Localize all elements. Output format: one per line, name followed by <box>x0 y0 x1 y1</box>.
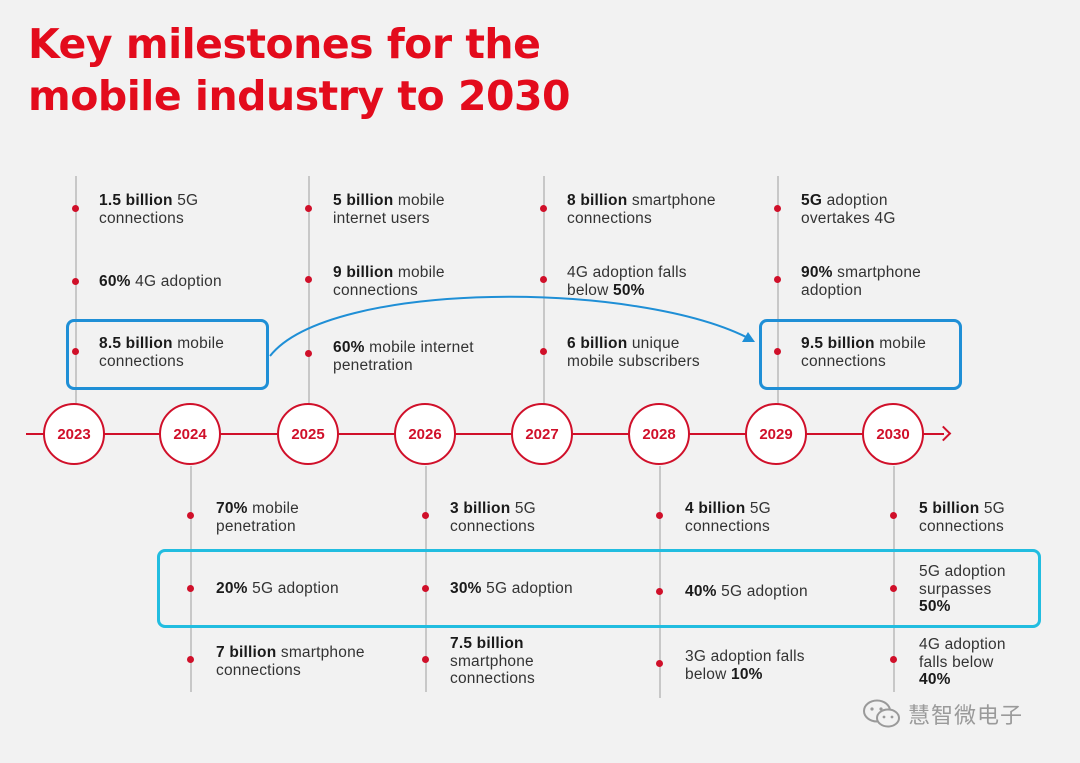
milestone-2029-2: 90% smartphone adoption <box>801 264 921 299</box>
milestone-2030-2: 5G adoption surpasses 50% <box>919 563 1006 615</box>
milestone-dot <box>540 348 547 355</box>
milestone-2024-2: 20% 5G adoption <box>216 580 339 597</box>
title-line-1: Key milestones for the <box>28 20 541 68</box>
year-2024: 2024 <box>159 403 221 465</box>
watermark: 慧智微电子 <box>862 698 1023 730</box>
connector-2028 <box>659 466 661 698</box>
milestone-dot <box>774 205 781 212</box>
milestone-dot <box>72 348 79 355</box>
milestone-2029-3: 9.5 billion mobile connections <box>801 335 927 370</box>
milestone-dot <box>422 656 429 663</box>
milestone-dot <box>540 276 547 283</box>
milestone-2029-1: 5G adoption overtakes 4G <box>801 192 896 227</box>
milestone-dot <box>305 350 312 357</box>
year-2029: 2029 <box>745 403 807 465</box>
page-title: Key milestones for the mobile industry t… <box>28 18 571 122</box>
connector-2023 <box>75 176 77 404</box>
milestone-dot <box>540 205 547 212</box>
milestone-dot <box>656 512 663 519</box>
milestone-2026-1: 3 billion 5G connections <box>450 500 536 535</box>
milestone-dot <box>890 512 897 519</box>
milestone-dot <box>187 512 194 519</box>
milestone-dot <box>774 348 781 355</box>
highlight-box-5g-adoption <box>157 549 1041 628</box>
milestone-2027-2: 4G adoption falls below 50% <box>567 264 687 299</box>
milestone-dot <box>305 276 312 283</box>
year-2023: 2023 <box>43 403 105 465</box>
milestone-2024-3: 7 billion smartphone connections <box>216 644 365 679</box>
milestone-2025-2: 9 billion mobile connections <box>333 264 445 299</box>
wechat-icon <box>863 699 900 728</box>
milestone-dot <box>656 660 663 667</box>
highlight-box-2023-connections <box>66 319 269 390</box>
milestone-dot <box>890 656 897 663</box>
milestone-dot <box>187 585 194 592</box>
milestone-2028-2: 40% 5G adoption <box>685 583 808 600</box>
watermark-text: 慧智微电子 <box>908 704 1024 729</box>
connector-2024 <box>190 466 192 692</box>
milestone-dot <box>305 205 312 212</box>
milestone-dot <box>422 585 429 592</box>
milestone-2024-1: 70% mobile penetration <box>216 500 299 535</box>
connector-2030 <box>893 466 895 692</box>
timeline-axis <box>26 433 944 435</box>
milestone-2027-1: 8 billion smartphone connections <box>567 192 716 227</box>
milestone-2025-1: 5 billion mobile internet users <box>333 192 445 227</box>
milestone-2028-3: 3G adoption falls below 10% <box>685 648 805 683</box>
milestone-dot <box>656 588 663 595</box>
milestone-dot <box>72 205 79 212</box>
milestone-2023-3: 8.5 billion mobile connections <box>99 335 225 370</box>
highlight-box-2029-connections <box>759 319 962 390</box>
milestone-2030-1: 5 billion 5G connections <box>919 500 1005 535</box>
milestone-2028-1: 4 billion 5G connections <box>685 500 771 535</box>
connector-2026 <box>425 466 427 692</box>
milestone-dot <box>187 656 194 663</box>
connector-2025 <box>308 176 310 404</box>
milestone-dot <box>422 512 429 519</box>
year-2026: 2026 <box>394 403 456 465</box>
milestone-2025-3: 60% mobile internet penetration <box>333 339 474 374</box>
year-2028: 2028 <box>628 403 690 465</box>
milestone-2023-2: 60% 4G adoption <box>99 273 222 290</box>
year-2030: 2030 <box>862 403 924 465</box>
milestone-2030-3: 4G adoption falls below 40% <box>919 636 1006 688</box>
title-line-2: mobile industry to 2030 <box>28 72 571 120</box>
milestone-dot <box>72 278 79 285</box>
milestone-2026-3: 7.5 billion smartphone connections <box>450 635 535 687</box>
year-2027: 2027 <box>511 403 573 465</box>
connector-2027 <box>543 176 545 404</box>
connector-2029 <box>777 176 779 404</box>
milestone-dot <box>890 585 897 592</box>
year-2025: 2025 <box>277 403 339 465</box>
milestone-2026-2: 30% 5G adoption <box>450 580 573 597</box>
milestone-2023-1: 1.5 billion 5G connections <box>99 192 199 227</box>
milestone-dot <box>774 276 781 283</box>
milestone-2027-3: 6 billion unique mobile subscribers <box>567 335 700 370</box>
